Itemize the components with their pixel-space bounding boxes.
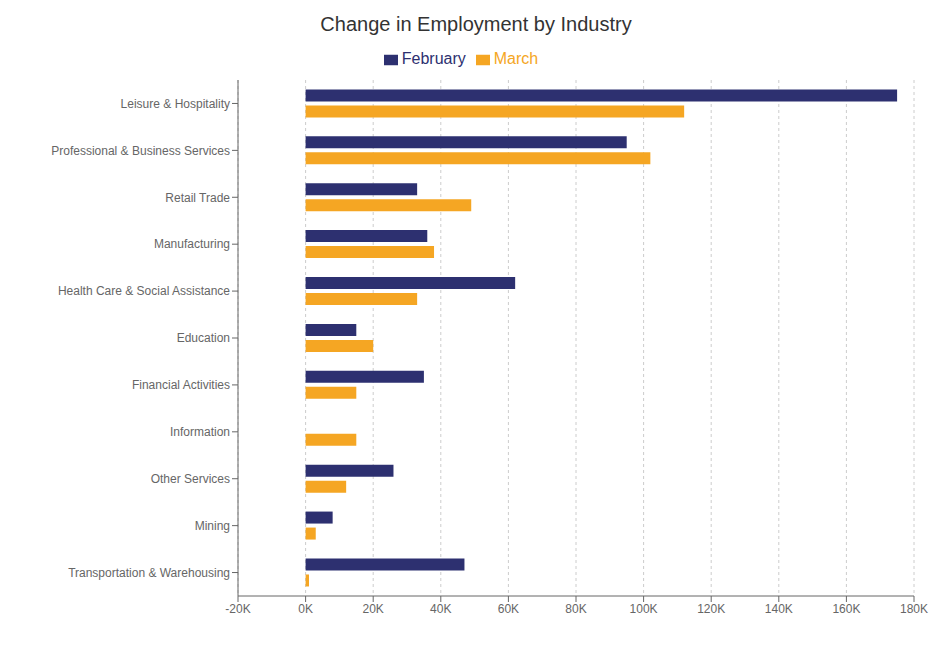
svg-text:Manufacturing: Manufacturing — [154, 237, 230, 251]
svg-text:Leisure & Hospitality: Leisure & Hospitality — [121, 97, 230, 111]
svg-text:Financial Activities: Financial Activities — [132, 378, 230, 392]
svg-text:Other Services: Other Services — [151, 472, 230, 486]
html-text:Change in Employment by Indust: Change in Employment by Industry — [320, 13, 632, 35]
svg-text:140K: 140K — [765, 602, 793, 616]
svg-text:Transportation & Warehousing: Transportation & Warehousing — [68, 566, 230, 580]
svg-text:Health Care & Social Assistanc: Health Care & Social Assistance — [58, 284, 230, 298]
svg-text:20K: 20K — [363, 602, 384, 616]
html-text:February: February — [401, 50, 466, 67]
svg-text:-20K: -20K — [225, 602, 250, 616]
svg-text:Education: Education — [177, 331, 230, 345]
svg-text:Mining: Mining — [195, 519, 230, 533]
svg-text:0K: 0K — [298, 602, 313, 616]
svg-text:40K: 40K — [430, 602, 451, 616]
svg-text:120K: 120K — [697, 602, 725, 616]
svg-text:Professional & Business Servic: Professional & Business Services — [51, 144, 230, 158]
html-text:March: March — [493, 50, 539, 67]
svg-text:180K: 180K — [900, 602, 928, 616]
svg-text:Information: Information — [170, 425, 230, 439]
svg-text:100K: 100K — [630, 602, 658, 616]
svg-text:60K: 60K — [498, 602, 519, 616]
svg-text:80K: 80K — [565, 602, 586, 616]
svg-text:Retail Trade: Retail Trade — [165, 191, 230, 205]
svg-text:160K: 160K — [832, 602, 860, 616]
